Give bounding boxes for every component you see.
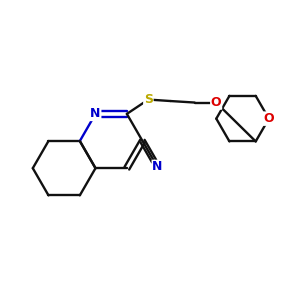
Text: S: S (144, 93, 153, 106)
Text: N: N (90, 107, 101, 120)
Text: O: O (211, 96, 221, 109)
Text: O: O (263, 112, 274, 125)
Text: N: N (152, 160, 163, 173)
